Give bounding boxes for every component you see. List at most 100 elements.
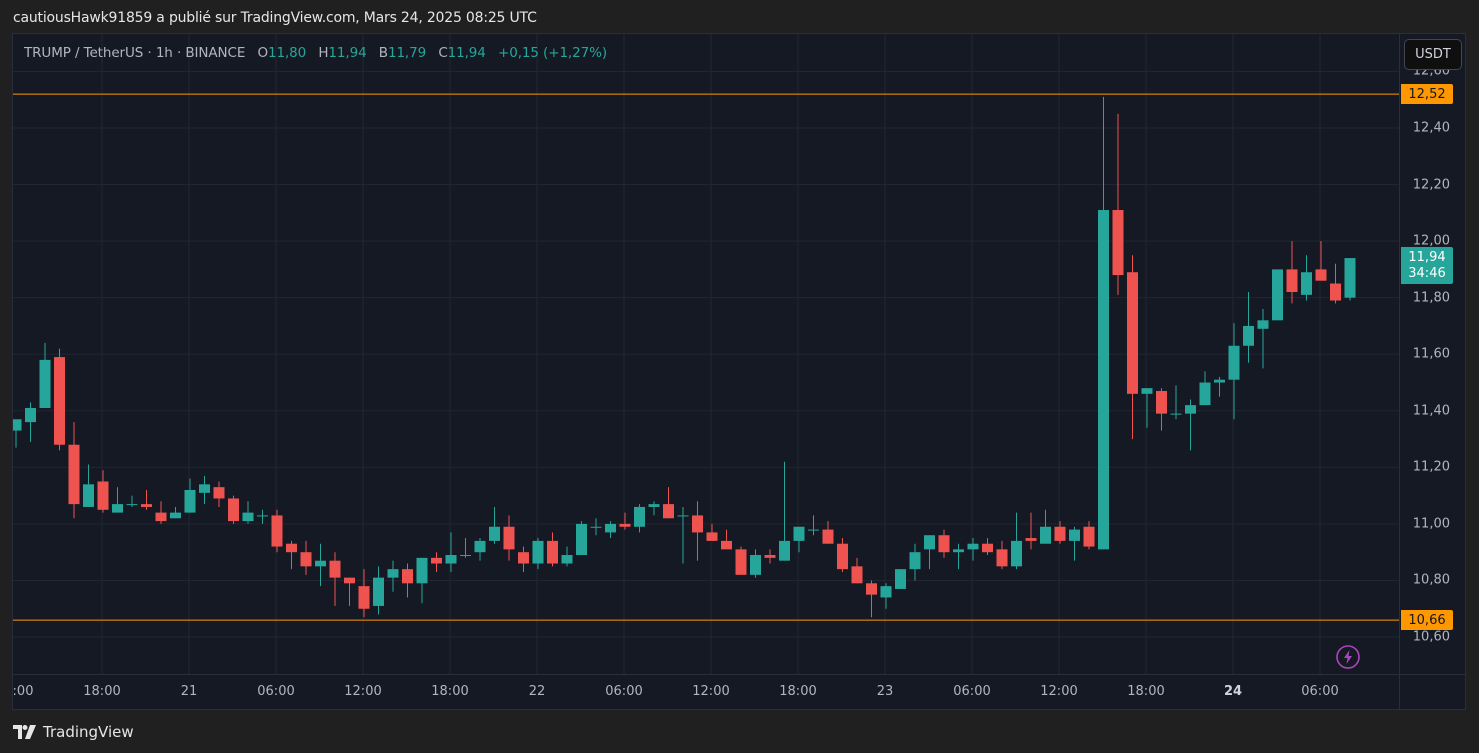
- candle: [518, 546, 529, 572]
- change-value: +0,15 (+1,27%): [498, 45, 607, 61]
- candle: [1083, 521, 1095, 550]
- candle: [228, 495, 239, 524]
- candle: [242, 501, 254, 524]
- candle: [1199, 371, 1211, 406]
- candle: [909, 543, 921, 581]
- candle: [387, 560, 399, 592]
- symbol-label[interactable]: TRUMP / TetherUS · 1h · BINANCE: [24, 45, 246, 61]
- candle: [1315, 241, 1327, 281]
- ohlc-legend: TRUMP / TetherUS · 1h · BINANCE O11,80 H…: [24, 45, 607, 61]
- chart-frame: [12, 33, 1466, 710]
- candle: [996, 540, 1008, 570]
- candle: [1040, 509, 1051, 544]
- candle: [764, 549, 776, 564]
- current-price-value: 11,94: [1408, 249, 1446, 265]
- candle: [402, 563, 413, 598]
- time-tick-label: 18:00: [779, 684, 817, 699]
- price-tick-label: 10,60: [1412, 629, 1450, 645]
- candle: [25, 402, 36, 442]
- price-tick-label: 12,40: [1412, 120, 1450, 136]
- lightning-alert-icon[interactable]: [1336, 645, 1360, 669]
- price-tick-label: 10,80: [1412, 572, 1450, 588]
- publisher-line: cautiousHawk91859 a publié sur TradingVi…: [13, 10, 537, 26]
- candle: [213, 481, 225, 507]
- price-axis[interactable]: 12,60 12,40 12,20 12,00 11,80 11,60 11,40 11,20…: [1399, 34, 1466, 674]
- tradingview-logo[interactable]: TradingView: [13, 723, 134, 741]
- candle: [677, 506, 689, 564]
- price-tick-label: 11,40: [1412, 403, 1450, 419]
- candle: [373, 566, 384, 615]
- candle: [141, 489, 152, 510]
- candle: [1127, 255, 1138, 440]
- candle: [68, 422, 80, 519]
- candle: [561, 546, 573, 567]
- candle: [706, 523, 718, 541]
- candle: [126, 495, 138, 507]
- candle: [199, 475, 210, 505]
- chart-plot-area[interactable]: [13, 34, 1399, 674]
- time-tick-label: 24: [1223, 684, 1243, 699]
- candle: [924, 535, 935, 570]
- candle: [1344, 258, 1356, 301]
- candle: [1214, 376, 1225, 397]
- candle: [605, 521, 616, 539]
- time-tick-label: 23: [876, 684, 894, 699]
- time-tick-label: 12:00: [692, 684, 730, 699]
- time-tick-label: 12:00: [344, 684, 382, 699]
- candle: [1141, 388, 1153, 428]
- candle: [851, 557, 863, 584]
- time-tick-label: 06:00: [953, 684, 991, 699]
- low-label: B: [378, 45, 388, 61]
- candle: [590, 518, 602, 536]
- candle: [39, 342, 51, 408]
- bar-countdown: 34:46: [1408, 265, 1446, 281]
- candle: [1301, 255, 1312, 301]
- candle: [750, 549, 761, 578]
- candle: [866, 580, 877, 618]
- candle: [1243, 292, 1254, 363]
- close-value: 11,94: [447, 45, 486, 61]
- candlestick-chart: [13, 34, 1399, 674]
- currency-button[interactable]: USDT: [1404, 39, 1462, 70]
- candle: [1170, 385, 1182, 420]
- open-label: O: [257, 45, 268, 61]
- candle: [54, 348, 65, 451]
- candle: [779, 461, 790, 561]
- time-tick-label: 18:00: [1127, 684, 1165, 699]
- candle: [1272, 269, 1283, 321]
- candle: [895, 569, 906, 589]
- candle: [170, 506, 181, 519]
- tradingview-mark-icon: [13, 725, 36, 739]
- candle: [83, 464, 94, 507]
- candle: [155, 501, 167, 524]
- candle: [474, 538, 486, 561]
- candle: [445, 532, 457, 572]
- candle: [315, 543, 326, 587]
- candle: [460, 538, 471, 558]
- time-tick-label: 12:00: [1040, 684, 1078, 699]
- candle: [112, 487, 123, 513]
- candle: [735, 546, 747, 575]
- candle: [1011, 512, 1022, 570]
- candle: [880, 583, 892, 609]
- candle: [13, 419, 22, 448]
- candle: [184, 478, 196, 513]
- candle: [489, 506, 500, 544]
- candle: [1025, 512, 1037, 550]
- level-label-upper: 12,52: [1401, 84, 1453, 105]
- level-label-lower: 10,66: [1401, 610, 1453, 631]
- price-tick-label: 11,00: [1412, 516, 1450, 532]
- candle: [1228, 323, 1240, 420]
- time-tick-label: 06:00: [257, 684, 295, 699]
- candle: [663, 487, 674, 519]
- candle: [982, 538, 993, 556]
- candle: [431, 552, 442, 572]
- candle: [257, 509, 268, 524]
- brand-name: TradingView: [43, 723, 134, 741]
- candle: [1112, 113, 1124, 295]
- time-axis[interactable]: :00 18:00 21 06:00 12:00 18:00 22 06:00 12:00 18:…: [13, 674, 1399, 710]
- time-tick-label: :00: [12, 684, 34, 699]
- candle: [532, 538, 544, 570]
- candle: [953, 543, 964, 570]
- candle: [837, 538, 848, 572]
